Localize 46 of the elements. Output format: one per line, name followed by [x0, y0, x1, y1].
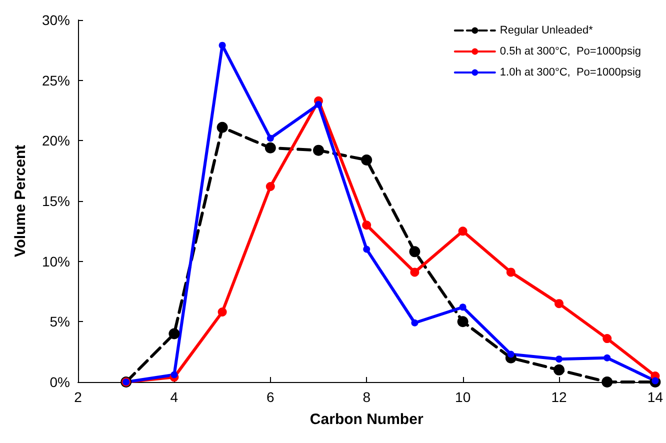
y-tick-label: 5% — [50, 314, 70, 330]
x-tick-label: 4 — [170, 389, 178, 405]
x-tick-label: 8 — [362, 389, 371, 405]
x-tick-label: 12 — [551, 389, 568, 405]
x-tick-label: 14 — [647, 389, 664, 405]
y-tick-label: 10% — [42, 253, 70, 270]
y-axis-title: Volume Percent — [12, 144, 29, 258]
y-tick-label: 20% — [42, 132, 70, 149]
y-tick-label: 0% — [50, 374, 70, 390]
point — [604, 354, 611, 362]
point — [266, 134, 274, 142]
point — [411, 319, 418, 326]
legend-label: 1.0h at 300°C, Po=1000psig — [500, 66, 642, 78]
point — [361, 154, 372, 166]
point — [218, 308, 227, 317]
legend-label: Regular Unleaded* — [500, 24, 594, 36]
point — [556, 356, 563, 363]
point — [168, 328, 180, 340]
point — [458, 226, 468, 236]
point — [266, 182, 275, 192]
point — [507, 350, 514, 358]
point — [506, 268, 516, 277]
y-tick-label: 30% — [42, 12, 70, 28]
y-tick-label: 15% — [42, 193, 70, 209]
point — [218, 42, 226, 49]
point — [602, 376, 613, 388]
point — [410, 268, 420, 277]
x-tick-label: 6 — [266, 389, 275, 405]
point — [170, 371, 178, 378]
x-tick-label: 2 — [74, 389, 82, 405]
point — [602, 334, 612, 344]
legend-label: 0.5h at 300°C, Po=1000psig — [500, 46, 642, 58]
point — [554, 364, 565, 376]
point — [362, 220, 372, 230]
point — [459, 304, 466, 311]
point — [363, 246, 370, 253]
point — [264, 142, 276, 154]
x-tick-label: 10 — [455, 389, 471, 405]
x-axis-title: Carbon Number — [310, 411, 424, 428]
point — [315, 100, 322, 108]
point — [409, 246, 420, 258]
point — [313, 144, 324, 156]
point — [216, 122, 228, 133]
y-tick-label: 25% — [42, 72, 70, 88]
point — [457, 316, 468, 328]
point — [554, 299, 564, 308]
